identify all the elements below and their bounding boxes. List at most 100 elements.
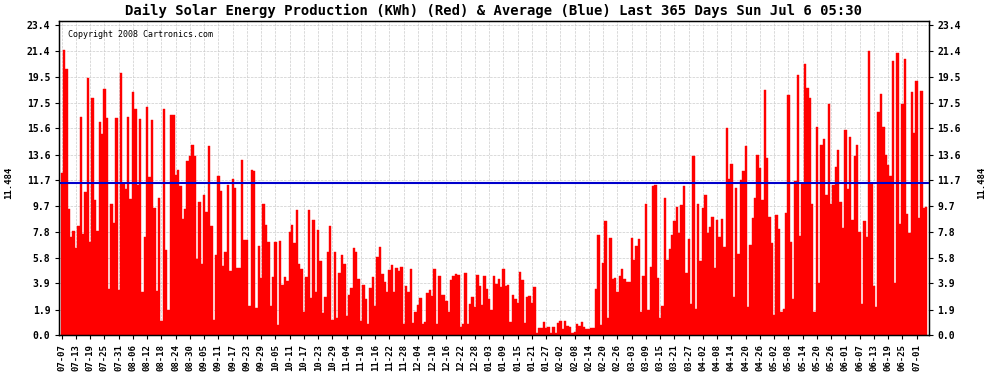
Bar [695,309,697,335]
Bar [569,327,571,335]
Bar [217,176,220,335]
Bar [220,190,222,335]
Bar [770,243,773,335]
Bar [821,145,823,335]
Bar [400,267,403,335]
Bar [196,259,198,335]
Bar [374,306,376,335]
Bar [222,266,225,335]
Bar [785,213,787,335]
Bar [835,166,838,335]
Bar [659,318,661,335]
Bar [687,239,690,335]
Bar [201,264,203,335]
Bar [106,118,108,335]
Bar [566,326,569,335]
Bar [443,296,446,335]
Bar [636,246,638,335]
Bar [581,322,583,335]
Bar [654,185,656,335]
Bar [376,257,379,335]
Title: Daily Solar Energy Production (KWh) (Red) & Average (Blue) Last 365 Days Sun Jul: Daily Solar Energy Production (KWh) (Red… [126,4,862,18]
Bar [355,252,357,335]
Bar [543,322,545,335]
Bar [371,277,374,335]
Bar [312,220,315,335]
Bar [150,120,153,335]
Bar [673,221,675,335]
Bar [498,279,500,335]
Bar [160,321,162,335]
Bar [101,134,103,335]
Bar [597,236,600,335]
Text: 11.484: 11.484 [4,166,14,199]
Bar [500,287,502,335]
Bar [213,320,215,335]
Bar [644,204,647,335]
Bar [510,322,512,335]
Bar [619,276,621,335]
Bar [167,310,169,335]
Bar [481,305,483,335]
Bar [174,175,177,335]
Bar [274,242,276,335]
Bar [454,274,457,335]
Bar [744,146,746,335]
Bar [809,98,811,335]
Bar [794,182,797,335]
Bar [818,284,821,335]
Bar [571,333,573,335]
Bar [63,51,65,335]
Bar [162,109,165,335]
Bar [889,176,892,335]
Bar [814,312,816,335]
Bar [341,255,344,335]
Bar [631,238,633,335]
Bar [252,171,255,335]
Bar [336,318,339,335]
Bar [604,221,607,335]
Bar [856,145,858,335]
Bar [607,318,609,335]
Bar [721,219,723,335]
Bar [179,186,181,335]
Bar [144,237,147,335]
Bar [612,279,614,335]
Bar [82,234,84,335]
Bar [782,309,785,335]
Bar [279,241,281,335]
Bar [573,332,576,335]
Bar [823,140,826,335]
Bar [519,272,522,335]
Bar [229,271,232,335]
Bar [364,299,367,335]
Bar [127,117,130,335]
Bar [711,217,714,335]
Bar [529,296,531,335]
Bar [749,244,751,335]
Bar [262,204,264,335]
Bar [84,192,87,335]
Bar [716,220,719,335]
Bar [870,183,873,335]
Bar [742,171,744,335]
Bar [885,155,887,335]
Bar [237,268,239,335]
Bar [726,128,728,335]
Bar [547,327,549,335]
Bar [450,280,452,335]
Bar [308,210,310,335]
Bar [350,288,352,335]
Bar [298,264,300,335]
Bar [276,325,279,335]
Bar [909,233,911,335]
Bar [616,292,619,335]
Bar [205,212,208,335]
Bar [873,285,875,335]
Bar [517,303,519,335]
Bar [564,321,566,335]
Bar [880,94,882,335]
Bar [395,268,398,335]
Bar [281,285,284,335]
Bar [393,292,395,335]
